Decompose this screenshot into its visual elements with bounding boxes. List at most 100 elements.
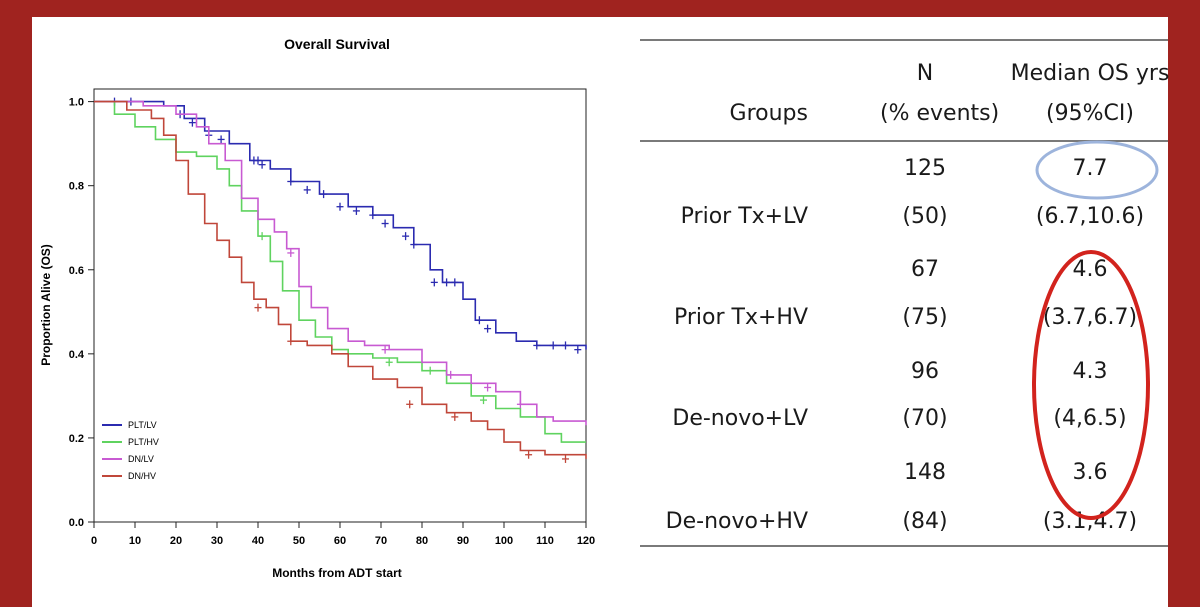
y-axis: 0.0 0.2 0.4 0.6 0.8 1.0 — [69, 97, 94, 529]
y-tick-label: 0.0 — [69, 517, 84, 529]
censor-mark — [430, 278, 438, 287]
x-tick-label: 100 — [495, 535, 513, 547]
x-axis: 0 10 20 30 40 50 60 70 80 90 100 110 120 — [91, 522, 595, 547]
header-n: N — [916, 61, 934, 86]
censor-mark — [303, 185, 311, 194]
censor-mark — [381, 345, 389, 354]
row-median: 4.6 — [1072, 257, 1108, 282]
y-tick-label: 0.4 — [69, 349, 85, 361]
row-events: (70) — [902, 406, 948, 431]
x-tick-label: 80 — [416, 535, 428, 547]
header-events: (% events) — [880, 101, 1000, 126]
table-top-rule — [640, 39, 1168, 41]
censor-mark — [574, 345, 582, 354]
censor-mark — [525, 450, 533, 459]
row-median: 7.7 — [1072, 156, 1108, 181]
row-n: 67 — [911, 257, 939, 282]
survival-chart: Overall Survival 0 10 20 30 40 50 60 70 80 90 100 1… — [39, 36, 595, 580]
y-tick-label: 0.8 — [69, 181, 84, 193]
row-group: De-novo+LV — [672, 406, 808, 431]
header-groups: Groups — [729, 101, 808, 126]
header-median: Median OS yrs — [1010, 61, 1170, 86]
row-ci: (6.7,10.6) — [1035, 204, 1145, 229]
chart-title: Overall Survival — [284, 36, 390, 52]
censor-mark — [258, 160, 266, 169]
slide: Overall Survival 0 10 20 30 40 50 60 70 80 90 100 1… — [32, 17, 1170, 607]
legend-label: PLT/HV — [128, 437, 159, 447]
censor-mark — [447, 370, 455, 379]
censor-mark — [426, 366, 434, 375]
y-axis-label: Proportion Alive (OS) — [39, 244, 53, 366]
legend-label: DN/LV — [128, 454, 154, 464]
censor-mark — [410, 240, 418, 249]
x-tick-label: 0 — [91, 535, 97, 547]
series-line-dn-hv — [94, 100, 587, 459]
censor-mark — [217, 135, 225, 144]
row-events: (84) — [902, 509, 948, 534]
median-os-table: Groups N (% events) Median OS yrs (95%CI… — [640, 39, 1170, 569]
series-line-plt-lv — [94, 100, 587, 350]
row-ci: (4,6.5) — [1053, 406, 1127, 431]
x-tick-label: 40 — [252, 535, 264, 547]
x-tick-label: 10 — [129, 535, 141, 547]
censor-mark — [451, 412, 459, 421]
row-events: (50) — [902, 204, 948, 229]
censor-mark — [533, 341, 541, 350]
x-tick-label: 50 — [293, 535, 305, 547]
censor-mark — [369, 211, 377, 220]
x-tick-label: 60 — [334, 535, 346, 547]
censor-mark — [562, 341, 569, 350]
censor-mark — [258, 232, 266, 241]
x-tick-label: 90 — [457, 535, 469, 547]
row-median: 4.3 — [1072, 359, 1108, 384]
censor-mark — [484, 383, 492, 392]
row-group: De-novo+HV — [665, 509, 808, 534]
censor-mark — [406, 400, 414, 409]
y-tick-label: 0.2 — [69, 433, 84, 445]
row-ci: (3.1,4.7) — [1042, 509, 1138, 534]
legend: PLT/LV PLT/HV DN/LV DN/HV — [102, 420, 159, 481]
x-axis-label: Months from ADT start — [272, 566, 402, 580]
row-n: 148 — [904, 460, 946, 485]
censor-mark — [451, 278, 459, 287]
x-tick-label: 120 — [577, 535, 595, 547]
censor-mark — [287, 177, 295, 186]
legend-label: DN/HV — [128, 471, 156, 481]
censor-mark — [475, 316, 483, 325]
censor-mark — [484, 324, 492, 333]
series-line-plt-hv — [94, 100, 586, 443]
header-ci: (95%CI) — [1046, 101, 1134, 126]
x-tick-label: 70 — [375, 535, 387, 547]
row-ci: (3.7,6.7) — [1042, 305, 1138, 330]
censor-mark — [516, 400, 524, 409]
table-bottom-rule — [640, 545, 1168, 547]
row-group: Prior Tx+LV — [680, 204, 808, 229]
censor-mark — [562, 454, 569, 463]
table-header-rule — [640, 140, 1168, 142]
row-events: (75) — [902, 305, 948, 330]
legend-label: PLT/LV — [128, 420, 157, 430]
censor-mark — [381, 219, 389, 228]
censor-mark — [336, 202, 344, 211]
row-group: Prior Tx+HV — [673, 305, 808, 330]
censor-mark — [188, 118, 196, 127]
censor-mark — [549, 341, 557, 350]
y-tick-label: 0.6 — [69, 265, 84, 277]
censor-mark — [254, 156, 262, 165]
censor-mark — [480, 396, 487, 405]
censor-mark — [320, 190, 328, 199]
censor-mark — [402, 232, 410, 241]
censor-mark — [443, 278, 451, 287]
row-median: 3.6 — [1072, 460, 1108, 485]
censor-mark — [287, 248, 295, 257]
censor-mark — [352, 206, 360, 215]
series-line-dn-lv — [94, 100, 587, 426]
row-n: 96 — [911, 359, 939, 384]
x-tick-label: 30 — [211, 535, 223, 547]
censor-mark — [254, 303, 262, 312]
x-tick-label: 110 — [536, 535, 554, 547]
row-n: 125 — [904, 156, 946, 181]
y-tick-label: 1.0 — [69, 97, 84, 109]
censor-mark — [287, 337, 295, 346]
plot-frame — [93, 88, 587, 523]
